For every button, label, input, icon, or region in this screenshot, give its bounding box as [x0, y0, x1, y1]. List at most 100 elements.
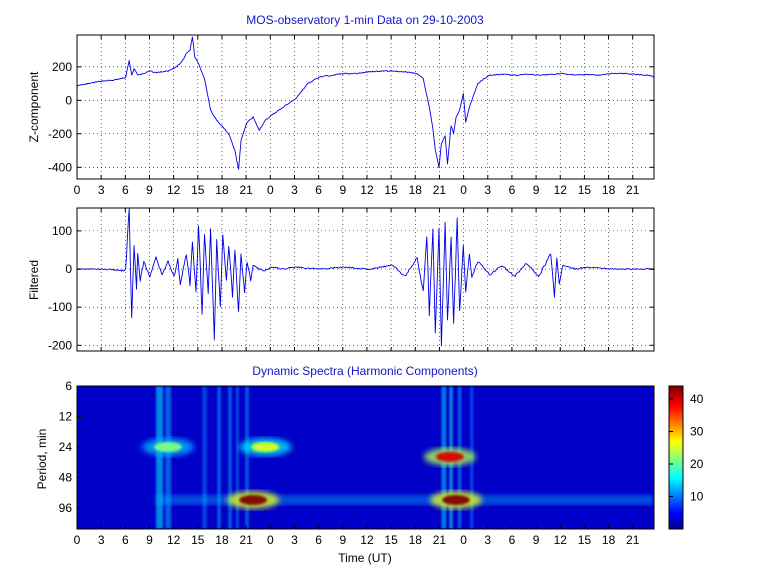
- colorbar-frame: [668, 385, 684, 530]
- heatmap-cell: [245, 386, 249, 529]
- spectra-panel-y-ticks: 6 12 24 48 96: [59, 379, 81, 515]
- y-tick-label: 100: [52, 224, 72, 238]
- x-tick-label: 21: [626, 533, 640, 547]
- heatmap-cell: [217, 386, 221, 529]
- filtered-panel-x-ticks: [76, 208, 634, 351]
- spectra-panel-title: Dynamic Spectra (Harmonic Components): [252, 364, 477, 378]
- x-tick-label: 3: [98, 533, 105, 547]
- x-tick-label: 9: [339, 533, 346, 547]
- x-tick-label: 0: [460, 533, 467, 547]
- heatmap-cell: [239, 494, 268, 505]
- x-tick-label: 6: [122, 533, 129, 547]
- x-tick-label: 6: [315, 533, 322, 547]
- filtered-panel-y-axis-label: Filtered: [27, 260, 41, 300]
- z-panel-grid: [77, 35, 654, 179]
- heatmap-cell: [235, 386, 239, 529]
- x-tick-label: 6: [122, 183, 129, 197]
- spectra-panel: Dynamic Spectra (Harmonic Components) 6 1…: [35, 364, 655, 565]
- x-tick-label: 21: [433, 533, 447, 547]
- filtered-panel: 100 0 -100 -200 Filtered: [27, 207, 655, 352]
- heatmap-cell: [154, 442, 183, 452]
- x-tick-label: 15: [578, 533, 592, 547]
- x-tick-label: 3: [291, 183, 298, 197]
- x-tick-label: 9: [146, 183, 153, 197]
- y-tick-label: 96: [59, 501, 73, 515]
- x-tick-label: 21: [239, 533, 253, 547]
- x-tick-label: 18: [215, 533, 229, 547]
- y-tick-label: 6: [65, 379, 72, 393]
- x-tick-label: 15: [191, 533, 205, 547]
- x-tick-label: 9: [339, 183, 346, 197]
- x-tick-label: 21: [239, 183, 253, 197]
- colorbar-ticks: 40 30 20 10: [669, 392, 704, 504]
- x-tick-label: 3: [291, 533, 298, 547]
- heatmap-cell: [202, 386, 207, 529]
- x-tick-label: 12: [554, 183, 568, 197]
- spectra-heatmap: [77, 386, 654, 529]
- z-panel-frame: [76, 34, 655, 180]
- z-panel-x-ticks: 0 3 6 9 12 15 18 21 0 3 6 9 12 15 18 21 0 3 6 9 12 15 18 21: [74, 35, 640, 197]
- spectra-panel-y-axis-label: Period, min: [35, 429, 49, 490]
- x-tick-label: 15: [384, 533, 398, 547]
- x-tick-label: 3: [484, 533, 491, 547]
- spectra-panel-x-ticks: 0 3 6 9 12 15 18 21 0 3 6 9 12 15 18 21 0 3 6 9 12 15 18 21: [74, 525, 640, 547]
- x-tick-label: 0: [74, 183, 81, 197]
- x-tick-label: 0: [267, 183, 274, 197]
- x-tick-label: 6: [509, 533, 516, 547]
- x-tick-label: 15: [578, 183, 592, 197]
- z-panel-y-axis-label: Z-component: [27, 71, 41, 142]
- filtered-panel-y-ticks: 100 0 -100 -200: [48, 224, 654, 352]
- spectra-panel-x-axis-label: Time (UT): [338, 551, 392, 565]
- heatmap-cell: [165, 386, 172, 529]
- x-tick-label: 18: [215, 183, 229, 197]
- x-tick-label: 0: [267, 533, 274, 547]
- heatmap-cell: [435, 451, 464, 462]
- x-tick-label: 18: [602, 183, 616, 197]
- z-panel-title: MOS-observatory 1-min Data on 29-10-2003: [246, 13, 484, 27]
- filtered-panel-frame: [76, 207, 655, 352]
- y-tick-label: 200: [52, 60, 72, 74]
- y-tick-label: 48: [59, 471, 73, 485]
- x-tick-label: 12: [360, 533, 374, 547]
- x-tick-label: 0: [74, 533, 81, 547]
- heatmap-cell: [441, 494, 470, 505]
- colorbar-tick-label: 10: [690, 490, 704, 504]
- x-tick-label: 9: [146, 533, 153, 547]
- x-tick-label: 21: [433, 183, 447, 197]
- colorbar-tick-label: 30: [690, 425, 704, 439]
- x-tick-label: 18: [409, 533, 423, 547]
- filtered-panel-grid: [77, 208, 654, 351]
- heatmap-background: [77, 386, 654, 529]
- z-panel-y-ticks: 200 0 -200 -400: [48, 60, 654, 174]
- x-tick-label: 18: [602, 533, 616, 547]
- y-tick-label: 24: [59, 440, 73, 454]
- z-component-panel: MOS-observatory 1-min Data on 29-10-2003…: [27, 13, 655, 197]
- heatmap-cells: [142, 386, 654, 529]
- x-tick-label: 12: [167, 183, 181, 197]
- y-tick-label: -100: [48, 300, 72, 314]
- x-tick-label: 15: [384, 183, 398, 197]
- heatmap-cell: [228, 386, 232, 529]
- colorbar-tick-label: 40: [690, 392, 704, 406]
- y-tick-label: 12: [59, 410, 73, 424]
- x-tick-label: 12: [360, 183, 374, 197]
- x-tick-label: 9: [533, 533, 540, 547]
- x-tick-label: 21: [626, 183, 640, 197]
- colorbar: 40 30 20 10: [668, 385, 704, 530]
- x-tick-label: 3: [98, 183, 105, 197]
- heatmap-cell: [155, 494, 654, 505]
- spectra-panel-frame: [76, 385, 655, 530]
- z-component-series-line: [77, 36, 654, 170]
- x-tick-label: 18: [409, 183, 423, 197]
- x-tick-label: 6: [509, 183, 516, 197]
- x-tick-label: 3: [484, 183, 491, 197]
- heatmap-cell: [156, 386, 164, 529]
- x-tick-label: 12: [167, 533, 181, 547]
- y-tick-label: -200: [48, 338, 72, 352]
- colorbar-gradient: [669, 386, 683, 529]
- x-tick-label: 12: [554, 533, 568, 547]
- heatmap-cell: [251, 442, 280, 452]
- y-tick-label: -200: [48, 127, 72, 141]
- y-tick-label: 0: [65, 93, 72, 107]
